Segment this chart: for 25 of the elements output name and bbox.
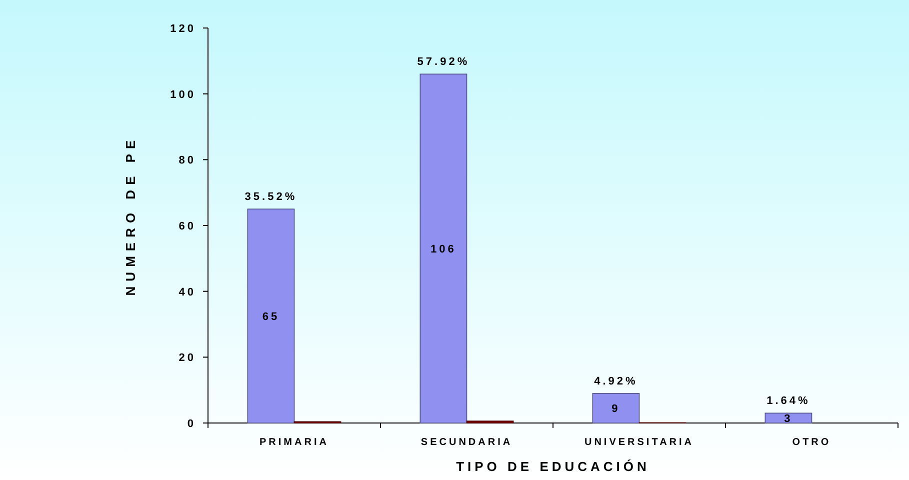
y-tick-label: 100	[170, 88, 196, 101]
y-axis-title: NUMERO DE PE	[123, 135, 138, 296]
annotation: 57.92%	[417, 56, 470, 68]
y-tick-label: 0	[187, 418, 196, 430]
y-tick-label: 80	[178, 154, 196, 167]
data-label: 9	[612, 403, 620, 416]
x-axis-title: TIPO DE EDUCACIÓN	[456, 459, 650, 474]
data-label: 65	[262, 311, 280, 324]
y-tick-label: 40	[178, 286, 196, 298]
data-label: 3	[784, 413, 793, 426]
bar	[247, 208, 295, 424]
y-tick-label: 60	[178, 220, 196, 232]
x-tick-label: PRIMARIA	[260, 437, 329, 448]
bar	[420, 74, 468, 424]
annotation: 35.52%	[244, 191, 298, 204]
data-label: 106	[430, 244, 456, 256]
annotation: 1.64%	[766, 395, 810, 408]
x-tick-label: SECUNDARIA	[420, 437, 513, 448]
bar	[592, 392, 640, 424]
annotation: 4.92%	[594, 375, 638, 388]
x-tick-label: UNIVERSITARIA	[584, 437, 694, 448]
x-tick-label: OTRO	[792, 437, 832, 448]
y-tick-label: 20	[178, 352, 196, 364]
y-tick-label: 120	[170, 23, 196, 35]
bar	[764, 412, 812, 424]
